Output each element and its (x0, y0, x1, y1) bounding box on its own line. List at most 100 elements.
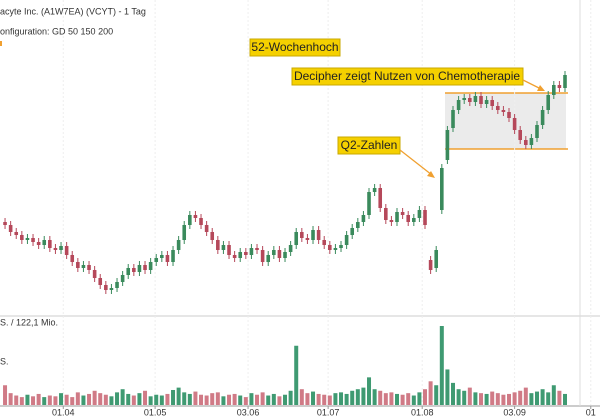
candle-body (59, 246, 63, 250)
volume-bar (423, 389, 428, 405)
volume-bar (131, 395, 136, 405)
volume-bar (350, 390, 355, 405)
volume-bar (42, 397, 47, 405)
candle-body (221, 245, 226, 250)
volume-bar (171, 389, 176, 405)
volume-bar (467, 387, 472, 405)
candle-body (339, 245, 343, 248)
volume-bar (19, 397, 24, 405)
candle-body (344, 235, 349, 245)
volume-bar (523, 387, 528, 405)
candle-body (479, 96, 483, 104)
marks: 01.04 01.05 03.06 01.07 01.08 03.09 01 (3, 0, 596, 417)
volume-bar (395, 393, 400, 405)
candle-body (20, 235, 24, 240)
candle-body (143, 265, 147, 270)
volume-bar (126, 393, 131, 405)
candle-body (440, 168, 444, 210)
volume-bar (311, 391, 316, 405)
candle-body (115, 282, 119, 288)
volume-bar (199, 394, 204, 405)
volume-bar (518, 390, 523, 405)
candle-body (249, 248, 254, 255)
candle-body (395, 212, 399, 222)
candle-body (557, 85, 562, 88)
volume-bar (25, 394, 30, 405)
candle-body (400, 212, 405, 215)
volume-bar (232, 393, 237, 405)
candle-body (120, 275, 125, 282)
volume-bar (47, 395, 52, 405)
volume-bar (445, 369, 450, 405)
candle-body (176, 240, 181, 250)
volume-bar (507, 393, 512, 405)
volume-label: S. / 122,1 Mio. (0, 317, 58, 327)
candle-body (25, 238, 30, 240)
candle-body (76, 262, 80, 268)
volume-bar (339, 392, 344, 405)
volume-bar (137, 393, 142, 405)
volume-bar (70, 397, 75, 405)
volume-bar (546, 392, 551, 405)
volume-bar (540, 389, 545, 405)
volume-bar (249, 393, 254, 405)
candle-body (412, 218, 416, 222)
candle-body (445, 130, 450, 160)
candle-body (462, 98, 467, 100)
candle-body (238, 252, 243, 258)
volume-bar (98, 393, 103, 405)
volume-bar (344, 393, 349, 405)
volume-bar (14, 395, 19, 405)
volume-bar (182, 392, 187, 405)
candle-body (182, 225, 187, 240)
arrow-head (427, 171, 435, 178)
volume-bar (148, 396, 153, 405)
volume-bar (221, 396, 226, 405)
candle-body (165, 255, 170, 262)
candle-body (70, 255, 75, 262)
volume-bar (92, 390, 97, 405)
candle-body (3, 222, 7, 225)
x-tick-label: 01 (586, 407, 596, 417)
volume-bar (266, 395, 271, 405)
candle-body (288, 245, 293, 252)
volume-bar (31, 396, 36, 405)
candle-body (137, 265, 142, 272)
volume-bar (271, 393, 276, 405)
candle-body (316, 230, 321, 240)
candle-body (305, 238, 310, 240)
candle-body (126, 268, 131, 275)
annotation-box (337, 136, 401, 155)
x-tick-label: 01.04 (52, 407, 75, 417)
volume-bar (255, 394, 260, 405)
candle-body (255, 248, 259, 250)
candle-body (507, 112, 511, 118)
volume-bar (563, 393, 568, 405)
volume-bar (411, 395, 416, 405)
volume-bar (115, 392, 120, 405)
candle-body (501, 110, 506, 112)
annotation: 52-Wochenhoch (251, 40, 338, 54)
candle-body (563, 75, 567, 88)
candle-body (468, 98, 472, 102)
volume-bar (81, 395, 86, 405)
volume-bar (294, 345, 299, 405)
candle-body (535, 125, 539, 138)
candle-body (434, 250, 439, 268)
range-box (445, 93, 566, 149)
annotation-arrow (399, 149, 433, 176)
candle-body (524, 140, 528, 145)
volume-bar (277, 396, 282, 405)
volume-bar (484, 393, 489, 405)
volume-bar (473, 392, 478, 405)
volume-bar (227, 394, 232, 405)
volume-bar (109, 396, 114, 405)
x-tick-label: 03.09 (503, 407, 526, 417)
candle-body (333, 248, 338, 250)
candle-body (14, 232, 19, 235)
volume-bar (428, 381, 433, 405)
candle-body (540, 110, 545, 125)
candle-body (473, 96, 478, 102)
candle-body (512, 118, 517, 130)
